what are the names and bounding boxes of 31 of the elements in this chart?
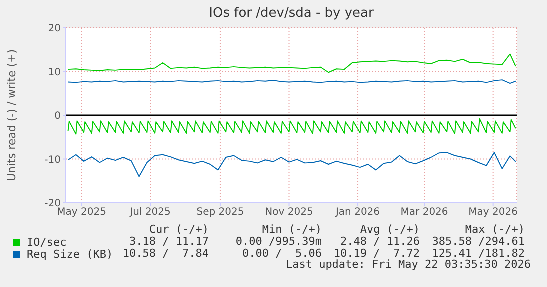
text: 0.00 /995.39m	[236, 235, 322, 248]
line-series	[68, 54, 516, 74]
x-tick-label: Jan 2026	[335, 207, 380, 218]
text: 385.58 /294.61	[432, 235, 525, 248]
text: Cur (-/+)	[149, 223, 209, 236]
text: 2.48 / 11.26	[340, 235, 420, 248]
text: Last update: Fri May 22 03:35:30 2026	[286, 258, 531, 271]
text: 10.58 / 7.84	[122, 247, 209, 260]
text: Min (-/+)	[262, 223, 322, 236]
legend-label: IO/sec	[27, 236, 67, 249]
x-tick-label: May 2026	[468, 207, 518, 218]
y-tick-label: -10	[44, 154, 61, 166]
x-tick-label: Sep 2025	[196, 207, 244, 218]
line-series	[68, 152, 516, 178]
text: 0.00 / 5.06	[242, 247, 322, 260]
text: 125.41 /181.82	[432, 247, 525, 260]
legend-label: Req Size (KB)	[27, 248, 114, 261]
x-tick-label: Nov 2025	[265, 207, 314, 218]
text: 10.19 / 7.72	[334, 247, 420, 260]
x-tick-label: Jul 2025	[129, 207, 171, 218]
y-tick-label: 10	[48, 67, 61, 78]
x-tick-label: May 2025	[57, 207, 106, 218]
chart-title: IOs for /dev/sda - by year	[208, 6, 375, 21]
y-tick-label: 20	[48, 24, 61, 35]
text: Avg (-/+)	[360, 223, 420, 236]
line-series	[68, 118, 516, 135]
y-axis-title: Units read (-) / write (+)	[6, 49, 18, 182]
y-tick-label: 0	[54, 111, 61, 122]
text: Max (-/+)	[465, 223, 525, 236]
text: 3.18 / 11.17	[130, 235, 209, 248]
x-tick-label: Mar 2026	[400, 207, 448, 218]
